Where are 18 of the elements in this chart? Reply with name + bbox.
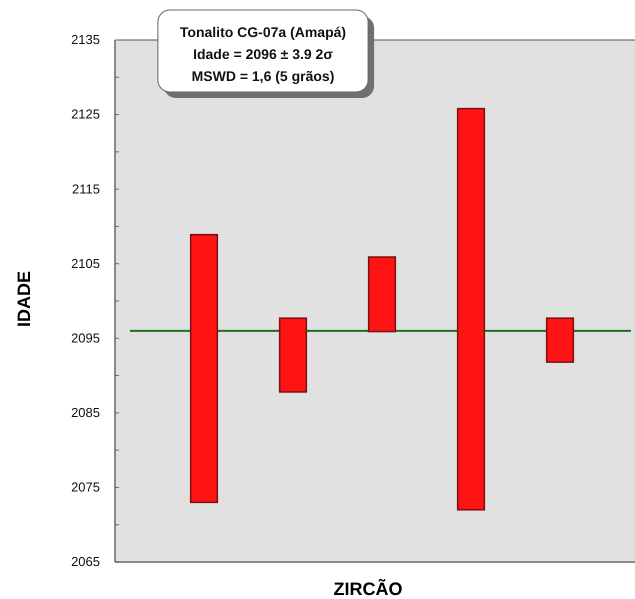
y-tick-label: 2115 bbox=[72, 181, 100, 196]
annotation: Tonalito CG-07a (Amapá) bbox=[180, 24, 346, 40]
annotation: Idade = 2096 ± 3.9 2σ bbox=[193, 46, 334, 62]
y-tick-label: 2095 bbox=[71, 330, 100, 346]
y-axis-title: IDADE bbox=[14, 270, 34, 328]
bar bbox=[456, 108, 486, 511]
y-tick-label: 2125 bbox=[71, 106, 100, 122]
x-axis-title: ZIRCÃO bbox=[334, 578, 402, 599]
y-tick-label: 2135 bbox=[71, 32, 100, 48]
bar bbox=[278, 317, 308, 393]
y-tick-label: 2075 bbox=[71, 480, 100, 495]
y-tick-label: 2105 bbox=[71, 256, 100, 271]
annotation: MSWD = 1,6 (5 grãos) bbox=[192, 68, 334, 84]
bar bbox=[368, 256, 396, 332]
bar bbox=[190, 234, 218, 504]
y-tick-label: 2085 bbox=[71, 405, 100, 420]
y-tick-label: 2065 bbox=[71, 554, 100, 570]
bar bbox=[546, 317, 574, 363]
